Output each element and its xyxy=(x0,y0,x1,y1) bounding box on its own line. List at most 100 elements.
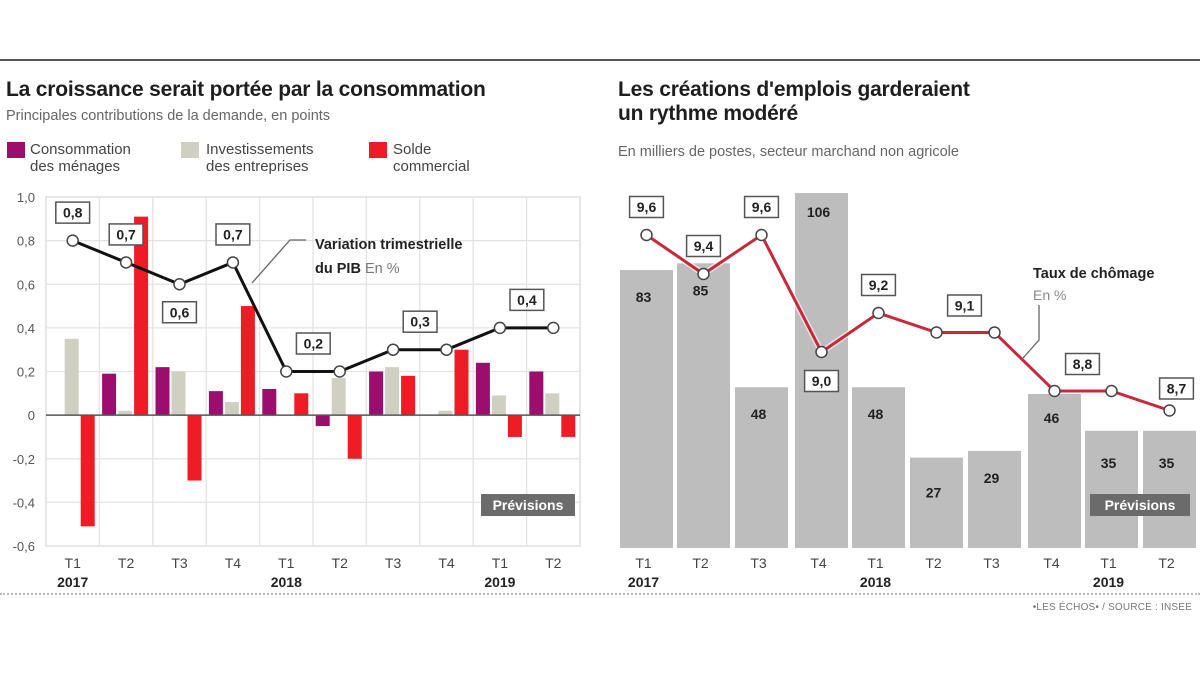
left-bar-0 xyxy=(102,373,117,416)
gdp-label-text: 0,2 xyxy=(304,336,324,352)
left-bar-0 xyxy=(262,388,277,416)
jobs-bar xyxy=(1028,393,1081,548)
left-xtick-label: T1 xyxy=(278,555,295,571)
gdp-point xyxy=(386,343,400,356)
unemployment-label-text: 9,0 xyxy=(812,373,832,389)
gdp-label-box xyxy=(509,288,545,312)
unemployment-label-box xyxy=(628,195,665,219)
left-xtick-label: T4 xyxy=(438,555,455,571)
source-credit: •LES ÉCHOS• / SOURCE : INSEE xyxy=(1032,602,1192,613)
gdp-label: 0,3 xyxy=(402,310,438,333)
left-forecast-label: Prévisions xyxy=(493,497,564,513)
jobs-bar xyxy=(1085,430,1138,548)
jobs-bar-value: 35 xyxy=(1159,455,1175,471)
unemployment-line xyxy=(645,232,1170,412)
unemployment-point xyxy=(815,345,828,359)
left-bar-1 xyxy=(491,395,506,416)
left-chart-title: La croissance serait portée par la conso… xyxy=(6,78,486,101)
left-bar-2 xyxy=(507,415,522,437)
gdp-line xyxy=(72,239,554,373)
legend-investissements-line1: Investissements xyxy=(206,141,314,158)
left-year-label: 2018 xyxy=(271,574,302,590)
left-bar-1 xyxy=(438,410,453,416)
left-ytick-label: 0,8 xyxy=(17,234,35,249)
jobs-bar xyxy=(852,387,905,548)
legend-investissements-line2: des entreprises xyxy=(206,158,309,175)
right-xtick-label: T4 xyxy=(810,555,827,571)
right-year-label: 2019 xyxy=(1093,574,1124,590)
gdp-point xyxy=(280,365,293,378)
left-ytick-label: 0,6 xyxy=(17,277,35,292)
gdp-label: 0,8 xyxy=(55,201,91,224)
left-bar-1 xyxy=(224,402,239,416)
unemployment-label: 9,6 xyxy=(628,195,665,219)
left-year-label: 2017 xyxy=(57,574,88,590)
right-xtick-label: T4 xyxy=(1043,555,1060,571)
gdp-label: 0,7 xyxy=(215,223,251,246)
unemployment-label-text: 9,4 xyxy=(694,238,714,254)
left-forecast-tag xyxy=(481,494,575,516)
gdp-point xyxy=(440,343,453,356)
unemployment-point xyxy=(755,228,768,242)
legend-consommation-line2: des ménages xyxy=(30,158,121,175)
unemployment-label-text: 9,6 xyxy=(752,199,772,215)
unemployment-label: 9,1 xyxy=(946,294,983,317)
unemployment-point xyxy=(697,267,710,281)
gdp-label-text: 0,7 xyxy=(116,226,136,242)
legend-investissements: Investissements des entreprises xyxy=(206,141,314,175)
left-xtick-label: T1 xyxy=(492,555,509,571)
left-ytick-label: -0,2 xyxy=(13,452,35,467)
jobs-bar-value: 48 xyxy=(751,406,767,422)
right-chart-title-line1: Les créations d'emplois garderaient xyxy=(618,78,970,101)
gdp-label-text: 0,8 xyxy=(63,205,83,221)
left-bar-1 xyxy=(64,338,79,416)
right-forecast-label: Prévisions xyxy=(1105,497,1176,513)
legend-solde-line1: Solde xyxy=(393,141,432,158)
jobs-bar xyxy=(735,387,788,548)
unemployment-label-text: 8,7 xyxy=(1167,381,1187,397)
left-bar-1 xyxy=(171,371,186,416)
left-xtick-label: T2 xyxy=(545,555,562,571)
unemployment-label-text: 9,6 xyxy=(637,199,657,215)
left-xtick-label: T4 xyxy=(225,555,242,571)
left-bar-1 xyxy=(385,367,400,416)
right-chart-title: Les créations d'emplois garderaient un r… xyxy=(618,78,970,126)
left-ytick-label: -0,4 xyxy=(13,495,35,510)
top-rule xyxy=(0,59,1200,61)
right-xtick-label: T1 xyxy=(1100,555,1117,571)
jobs-bar-value: 29 xyxy=(984,470,1000,486)
left-bar-2 xyxy=(240,306,255,416)
right-xtick-label: T3 xyxy=(983,555,1000,571)
left-bar-2 xyxy=(80,415,95,527)
right-chart-subtitle: En milliers de postes, secteur marchand … xyxy=(618,144,959,160)
legend-swatch-consommation xyxy=(7,142,25,158)
jobs-bar xyxy=(1143,430,1196,548)
gdp-point xyxy=(173,278,186,291)
gdp-label-box xyxy=(55,201,91,224)
jobs-bar-value: 83 xyxy=(636,289,652,305)
unemployment-point xyxy=(872,306,885,320)
unemployment-label: 8,8 xyxy=(1064,352,1101,376)
unemployment-label-box xyxy=(946,294,983,317)
left-xtick-label: T2 xyxy=(332,555,349,571)
right-xtick-label: T2 xyxy=(1158,555,1175,571)
gdp-label-text: 0,4 xyxy=(517,292,537,308)
gdp-label: 0,7 xyxy=(108,223,144,246)
gdp-label-box xyxy=(161,301,198,324)
jobs-bar xyxy=(910,457,963,548)
gdp-annotation-title: Variation trimestrielle xyxy=(315,237,462,253)
left-bar-1 xyxy=(545,393,560,416)
gdp-label-text: 0,6 xyxy=(170,304,190,320)
left-bar-2 xyxy=(561,415,576,437)
gdp-label-box xyxy=(108,223,144,246)
gdp-label: 0,6 xyxy=(161,301,198,324)
legend-solde: Solde commercial xyxy=(393,141,470,175)
unemployment-point xyxy=(1105,384,1118,398)
unemployment-label: 9,0 xyxy=(803,369,840,393)
footer-divider xyxy=(0,593,1200,595)
left-chart: 1,0 0,8 0,6 0,4 0,2 0 -0,2 -0,4 -0,6 0,8 0,7 0,6 0,7… xyxy=(13,190,581,590)
left-bar-0 xyxy=(369,371,384,416)
gdp-label-box xyxy=(295,332,331,355)
jobs-bar-value: 27 xyxy=(926,485,942,501)
left-bar-0 xyxy=(529,371,544,416)
